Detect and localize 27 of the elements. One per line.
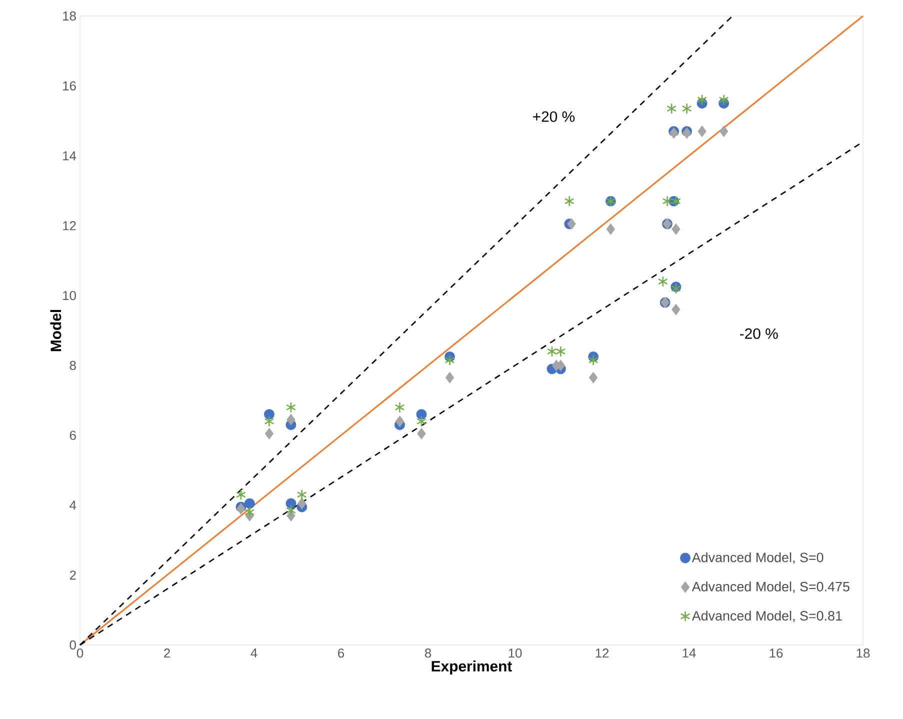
x-tick-label: 0 <box>76 648 84 658</box>
x-tick-label: 16 <box>770 648 783 658</box>
y-tick-label: 10 <box>63 290 76 300</box>
y-tick-label: 8 <box>70 360 76 370</box>
legend-label: Advanced Model, S=0.81 <box>692 610 842 622</box>
x-tick-label: 4 <box>250 648 258 658</box>
y-tick-label: 14 <box>63 151 76 160</box>
x-tick-label: 6 <box>338 648 344 658</box>
y-axis-title: Model <box>50 310 62 352</box>
legend-label: Advanced Model, S=0 <box>692 552 824 564</box>
y-tick-label: 16 <box>63 81 76 90</box>
x-tick-label: 18 <box>856 648 870 658</box>
y-tick-label: 18 <box>63 11 76 21</box>
x-tick-label: 14 <box>682 648 696 658</box>
x-tick-label: 2 <box>164 648 170 658</box>
annotation: +20 % <box>533 111 575 122</box>
x-axis-title: Experiment <box>432 660 512 674</box>
y-tick-label: 12 <box>63 221 76 230</box>
x-tick-label: 12 <box>596 648 609 658</box>
y-tick-label: 6 <box>70 430 76 440</box>
x-tick-label: 10 <box>508 648 522 658</box>
y-tick-label: 0 <box>70 640 76 650</box>
x-tick-label: 8 <box>424 648 432 658</box>
legend-label: Advanced Model, S=0.475 <box>692 582 850 593</box>
annotation: -20 % <box>740 328 778 339</box>
y-tick-label: 4 <box>70 500 76 510</box>
y-tick-label: 2 <box>70 570 76 580</box>
